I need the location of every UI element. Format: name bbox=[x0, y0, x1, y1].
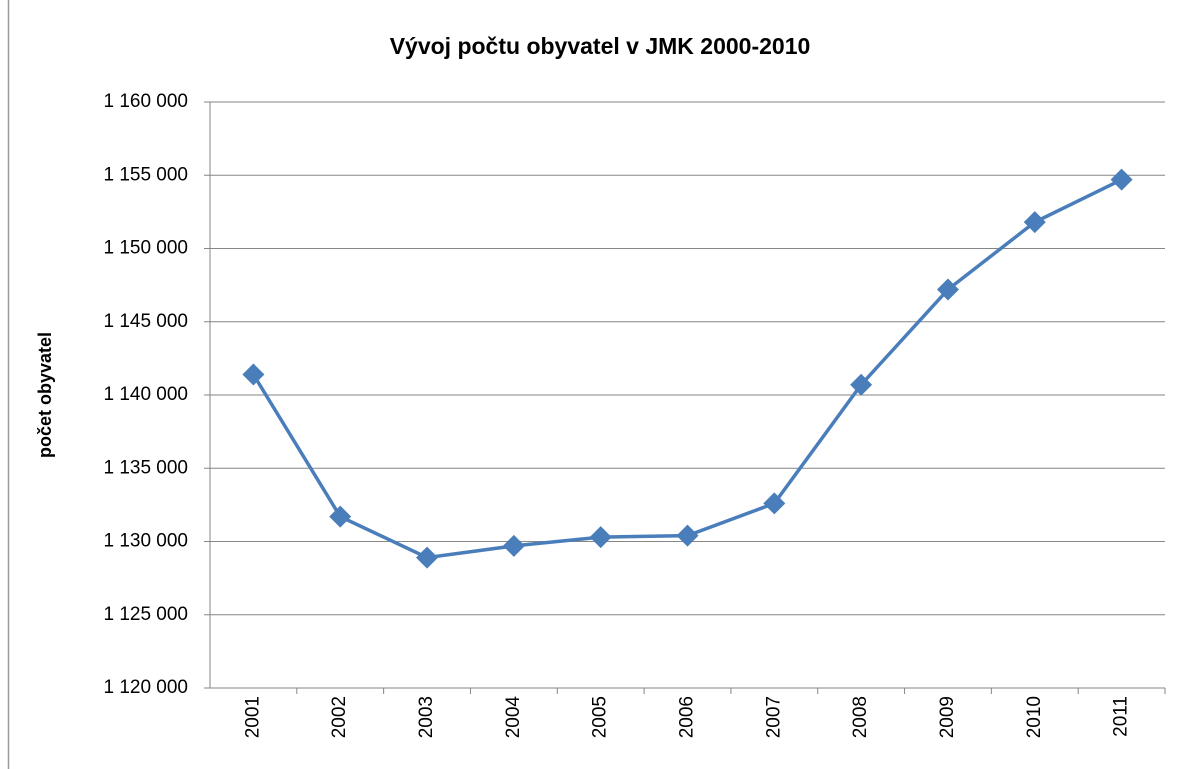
marker bbox=[502, 534, 525, 557]
chart-title: Vývoj počtu obyvatel v JMK 2000-2010 bbox=[390, 33, 811, 59]
x-tick-label: 2003 bbox=[416, 696, 437, 738]
marker bbox=[242, 363, 265, 386]
marker bbox=[850, 373, 873, 396]
y-tick-label: 1 150 000 bbox=[103, 238, 188, 259]
marker bbox=[763, 492, 786, 515]
marker bbox=[416, 546, 439, 569]
marker bbox=[1023, 211, 1046, 234]
y-tick-label: 1 155 000 bbox=[103, 164, 188, 185]
x-tick-label: 2001 bbox=[242, 696, 263, 738]
x-tick-label: 2002 bbox=[329, 696, 350, 738]
marker bbox=[936, 278, 959, 301]
y-tick-label: 1 125 000 bbox=[103, 604, 188, 625]
y-tick-label: 1 145 000 bbox=[103, 311, 188, 332]
x-tick-label: 2009 bbox=[937, 696, 958, 738]
y-tick-label: 1 120 000 bbox=[103, 677, 188, 698]
series-line bbox=[251, 178, 1123, 560]
marker bbox=[1110, 168, 1133, 191]
x-tick-label: 2010 bbox=[1024, 696, 1045, 738]
x-tick-label: 2008 bbox=[850, 696, 871, 738]
x-tick-label: 2006 bbox=[677, 696, 698, 738]
marker bbox=[676, 524, 699, 547]
y-axis-label: počet obyvatel bbox=[35, 332, 55, 458]
marker bbox=[329, 505, 352, 528]
x-tick-label: 2007 bbox=[763, 696, 784, 738]
x-tick-label: 2011 bbox=[1111, 696, 1132, 737]
x-tick-label: 2004 bbox=[503, 696, 524, 739]
marker bbox=[589, 526, 612, 549]
y-tick-label: 1 160 000 bbox=[103, 91, 188, 112]
x-tick-label: 2005 bbox=[590, 696, 611, 738]
y-tick-label: 1 135 000 bbox=[103, 457, 188, 478]
y-tick-label: 1 130 000 bbox=[103, 531, 188, 552]
y-tick-label: 1 140 000 bbox=[103, 384, 188, 405]
